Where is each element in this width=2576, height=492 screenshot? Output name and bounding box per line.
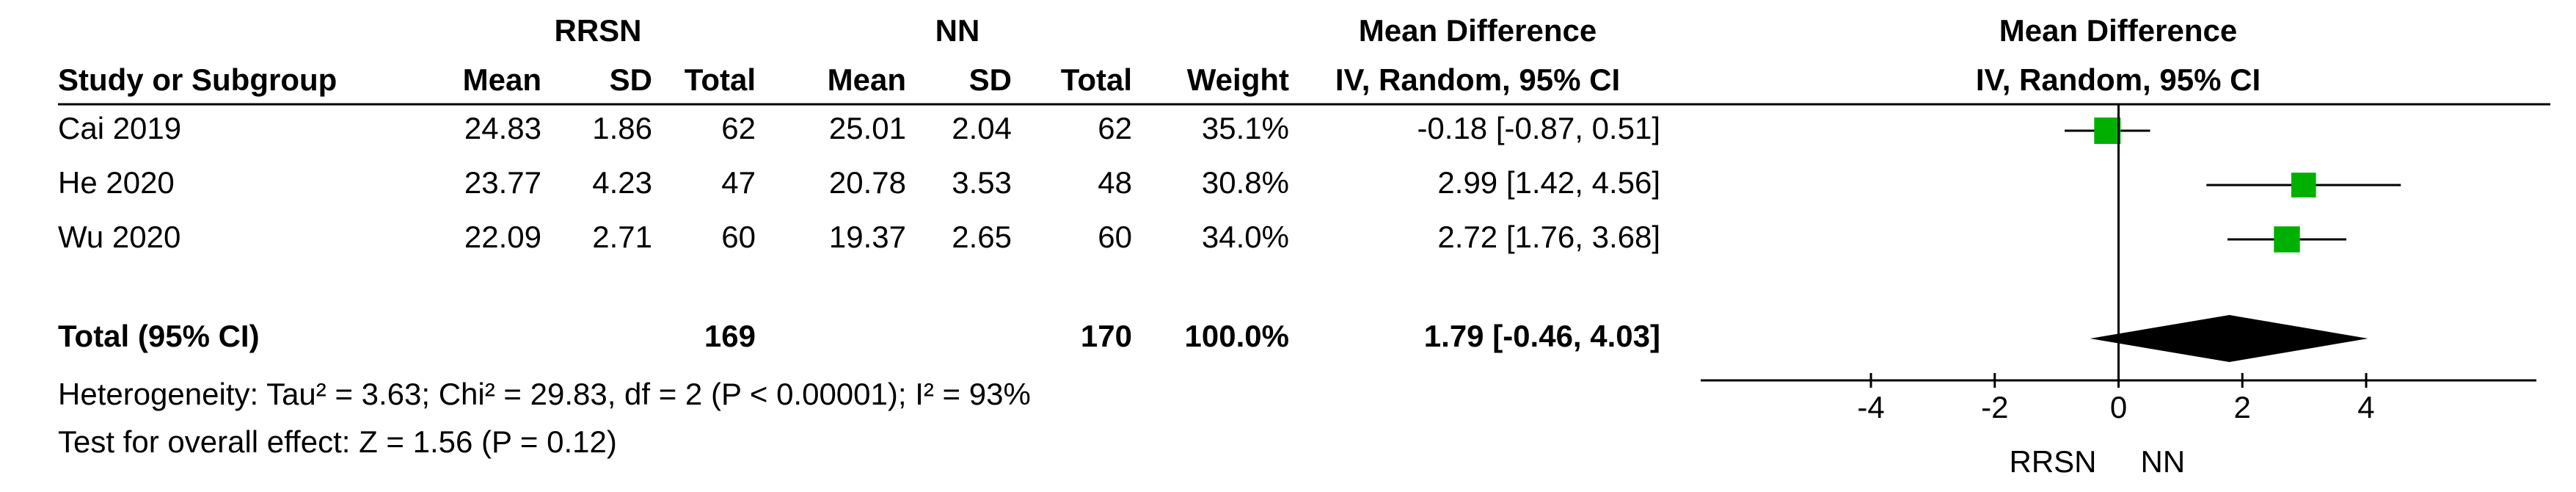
cell: 60 [1098,220,1132,254]
favours-right: NN [2141,444,2186,479]
cell: 48 [1098,165,1132,200]
total-cell: 169 [704,319,756,353]
cell: 47 [721,165,756,200]
effect-ci: 2.99 [1.42, 4.56] [1437,165,1660,200]
effect-ci: -0.18 [-0.87, 0.51] [1417,111,1660,145]
cell: 24.83 [464,111,541,145]
total-cell: 170 [1081,319,1132,353]
cell: 4.23 [592,165,652,200]
cell: 25.01 [829,111,906,145]
total-cell: 100.0% [1185,319,1289,353]
x-tick-label: 2 [2234,390,2251,424]
group-header: Mean Difference [1359,13,1597,48]
method-header: IV, Random, 95% CI [1335,62,1620,97]
column-header: Total [685,62,756,97]
cell: 3.53 [952,165,1012,200]
x-tick-label: 4 [2357,390,2374,424]
column-header: Mean [463,62,541,97]
x-tick-label: -2 [1981,390,2008,424]
cell: 2.71 [592,220,652,254]
favours-left: RRSN [2009,444,2096,479]
total-effect: 1.79 [-0.46, 4.03] [1424,319,1660,353]
study-name: He 2020 [58,165,175,200]
cell: 62 [1098,111,1132,145]
x-tick-label: 0 [2110,390,2127,424]
group-header: Mean Difference [1999,13,2237,48]
total-diamond [2090,315,2368,362]
cell: 34.0% [1202,220,1289,254]
column-header: Weight [1187,62,1289,97]
column-header: Total [1061,62,1132,97]
cell: 60 [721,220,756,254]
column-header: Mean [828,62,906,97]
method-header: IV, Random, 95% CI [1976,62,2261,97]
column-header: SD [610,62,652,97]
overall-effect: Test for overall effect: Z = 1.56 (P = 0… [58,424,617,459]
cell: 2.65 [952,220,1012,254]
cell: 20.78 [829,165,906,200]
cell: 19.37 [829,220,906,254]
heterogeneity: Heterogeneity: Tau² = 3.63; Chi² = 29.83… [58,377,1031,411]
cell: 22.09 [464,220,541,254]
study-name: Wu 2020 [58,220,180,254]
cell: 2.04 [952,111,1012,145]
effect-square [2094,117,2121,144]
effect-ci: 2.72 [1.76, 3.68] [1437,220,1660,254]
group-header: NN [935,13,980,48]
effect-square [2291,173,2316,198]
group-header: RRSN [554,13,641,48]
study-name: Cai 2019 [58,111,181,145]
column-header: Study or Subgroup [58,62,337,97]
column-header: SD [969,62,1012,97]
cell: 62 [721,111,756,145]
x-tick-label: -4 [1857,390,1884,424]
total-label: Total (95% CI) [58,319,260,353]
cell: 30.8% [1202,165,1289,200]
cell: 35.1% [1202,111,1289,145]
cell: 1.86 [592,111,652,145]
cell: 23.77 [464,165,541,200]
effect-square [2274,226,2300,253]
